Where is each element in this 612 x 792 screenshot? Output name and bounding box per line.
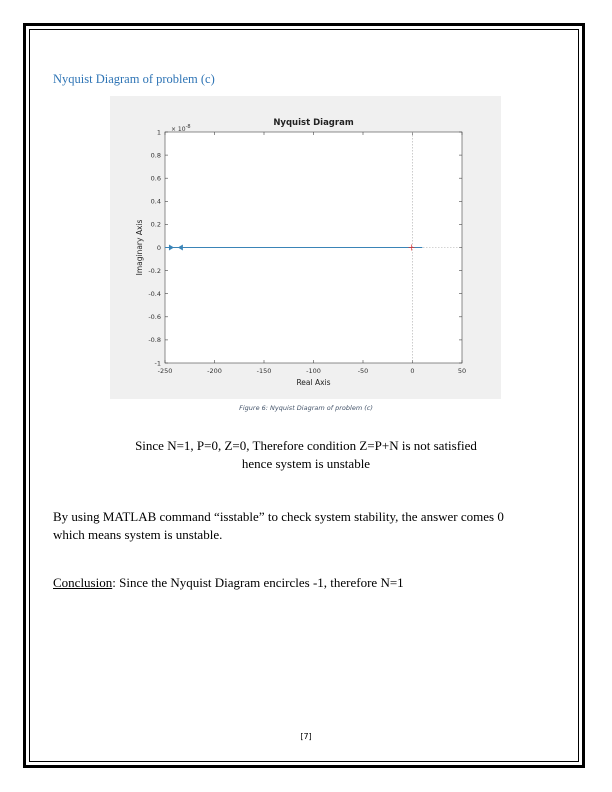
y-tick-label: 1 bbox=[157, 128, 161, 136]
x-tick-label: -50 bbox=[358, 367, 369, 375]
page-border-inner bbox=[29, 29, 579, 762]
x-axis-label: Real Axis bbox=[296, 378, 330, 387]
y-axis-label: Imaginary Axis bbox=[135, 220, 144, 276]
figure-caption: Figure 6: Nyquist Diagram of problem (c) bbox=[239, 404, 373, 412]
statement-line-2: hence system is unstable bbox=[241, 456, 371, 471]
y-tick-label: -0.4 bbox=[148, 290, 161, 298]
y-tick-label: -0.2 bbox=[148, 267, 161, 275]
statement-line-1: Since N=1, P=0, Z=0, Therefore condition… bbox=[135, 438, 477, 453]
page-border-outer bbox=[23, 23, 585, 768]
y-tick-label: 0.6 bbox=[151, 175, 161, 183]
x-tick-label: -250 bbox=[158, 367, 173, 375]
conclusion-paragraph: Conclusion: Since the Nyquist Diagram en… bbox=[53, 574, 563, 591]
y-tick-label: -0.8 bbox=[148, 336, 161, 344]
x-tick-label: -200 bbox=[207, 367, 222, 375]
matlab-line-2: which means system is unstable. bbox=[53, 527, 223, 542]
y-exponent-label: × 10-8 bbox=[171, 124, 191, 133]
conclusion-text: : Since the Nyquist Diagram encircles -1… bbox=[112, 575, 404, 590]
chart-title: Nyquist Diagram bbox=[273, 118, 354, 128]
nyquist-figure: Nyquist Diagram -250 -200 -150 -100 -50 0 50 1 0.… bbox=[110, 96, 501, 399]
y-tick-label: 0 bbox=[157, 244, 161, 252]
x-tick-label: 50 bbox=[458, 367, 466, 375]
conclusion-label: Conclusion bbox=[53, 575, 113, 590]
x-tick-label: -150 bbox=[257, 367, 272, 375]
section-heading: Nyquist Diagram of problem (c) bbox=[53, 72, 215, 86]
y-tick-label: -0.6 bbox=[148, 313, 161, 321]
y-tick-label: 0.2 bbox=[151, 221, 161, 229]
x-tick-label: -100 bbox=[306, 367, 321, 375]
direction-arrow bbox=[177, 244, 183, 251]
y-tick-label: -1 bbox=[155, 359, 161, 367]
y-tick-label: 0.4 bbox=[151, 198, 161, 206]
matlab-line-1: By using MATLAB command “isstable” to ch… bbox=[53, 509, 504, 524]
y-tick-label: 0.8 bbox=[151, 151, 161, 159]
direction-arrow bbox=[168, 244, 174, 251]
page-number: [7] bbox=[300, 732, 312, 741]
x-tick-label: 0 bbox=[410, 367, 414, 375]
nyquist-chart: Nyquist Diagram -250 -200 -150 -100 -50 0 50 1 0.… bbox=[110, 96, 501, 399]
